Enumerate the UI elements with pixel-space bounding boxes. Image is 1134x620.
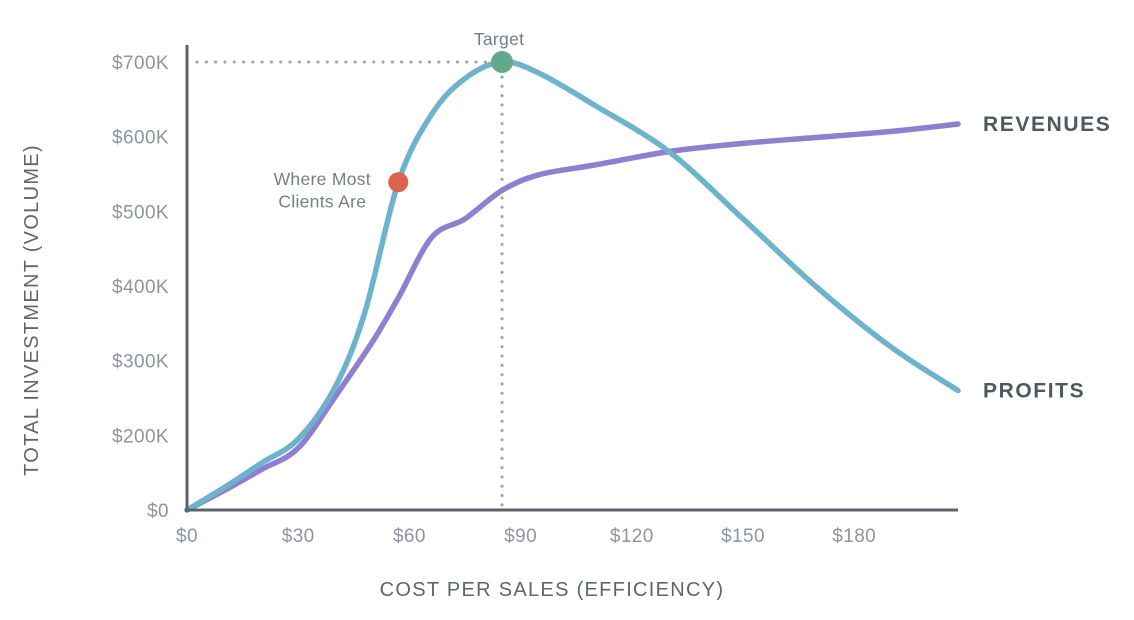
annotation-dot xyxy=(388,172,409,193)
y-tick-label: $500K xyxy=(112,202,169,223)
dotted-guides xyxy=(195,60,504,507)
curve-profits xyxy=(184,59,961,513)
y-tick-label: $300K xyxy=(112,352,169,373)
annotation-label: Where Most xyxy=(274,169,371,189)
x-tick-label: $120 xyxy=(610,526,654,547)
y-tick-label: $0 xyxy=(147,501,169,522)
y-tick-label: $200K xyxy=(112,426,169,447)
x-tick-label: $90 xyxy=(504,526,537,547)
axes xyxy=(185,45,958,512)
series-curves xyxy=(184,59,961,513)
x-tick-label: $180 xyxy=(832,526,876,547)
series-label-revenues: REVENUES xyxy=(983,113,1111,136)
series-label-profits: PROFITS xyxy=(983,380,1085,403)
y-tick-label: $400K xyxy=(112,277,169,298)
x-tick-label: $150 xyxy=(721,526,765,547)
annotation-label: Target xyxy=(474,29,524,49)
x-axis-title: COST PER SALES (EFFICIENCY) xyxy=(380,579,725,601)
tick-labels: $0 $30 $60 $90 $120 $150 $180 $0 $200K $300K $400K… xyxy=(112,53,876,547)
curve-revenues xyxy=(184,121,961,513)
x-tick-label: $30 xyxy=(282,526,315,547)
annotation-label: Clients Are xyxy=(278,192,366,212)
x-tick-label: $0 xyxy=(176,526,198,547)
annotations: Target Where Most Clients Are xyxy=(274,29,524,212)
annotation-dot xyxy=(491,51,514,73)
series-end-labels: REVENUES PROFITS xyxy=(983,113,1111,403)
y-tick-label: $600K xyxy=(112,128,169,149)
y-tick-label: $700K xyxy=(112,53,169,74)
y-axis-title: TOTAL INVESTMENT (VOLUME) xyxy=(21,144,43,476)
x-tick-label: $60 xyxy=(393,526,426,547)
